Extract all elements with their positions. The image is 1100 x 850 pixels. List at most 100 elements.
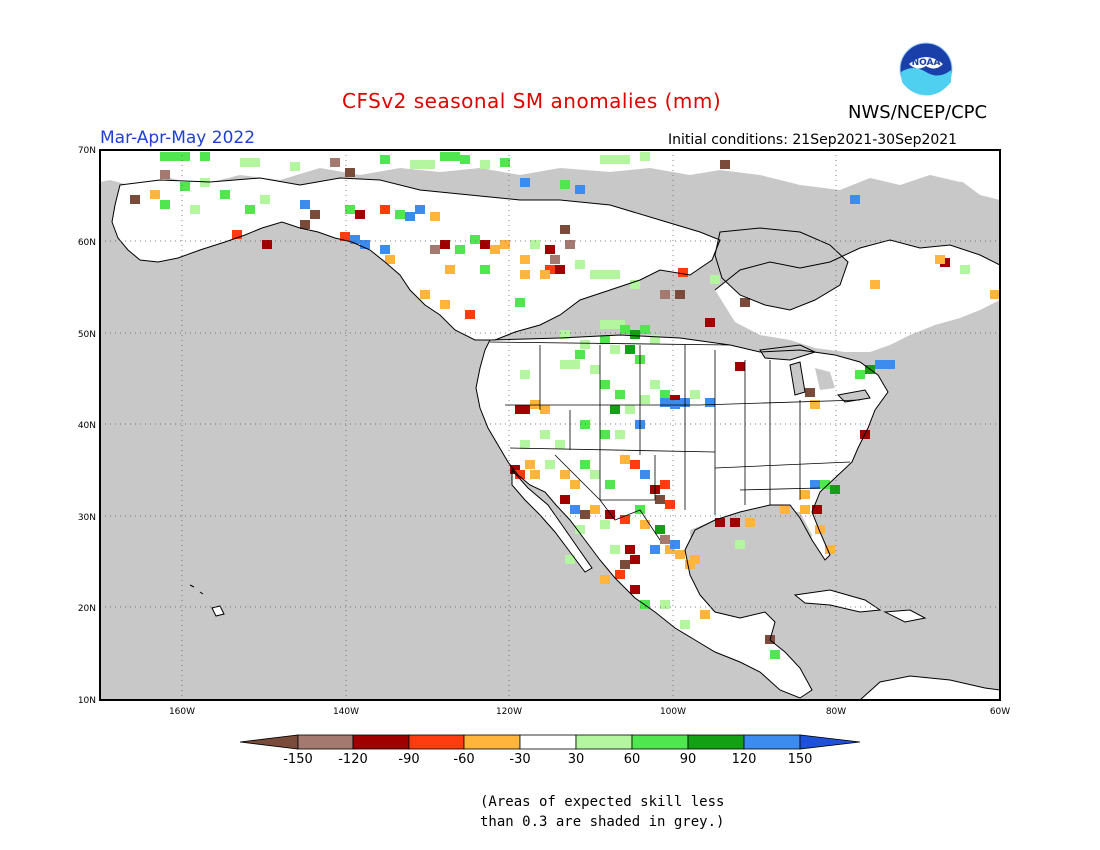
anomaly-cell	[440, 152, 460, 161]
anomaly-cell	[820, 480, 830, 489]
anomaly-cell	[470, 235, 480, 244]
anomaly-cell	[575, 525, 585, 534]
anomaly-cell	[735, 540, 745, 549]
anomaly-cell	[520, 178, 530, 187]
anomaly-cell	[812, 505, 822, 514]
anomaly-cell	[875, 360, 885, 369]
legend-tick: -30	[509, 752, 530, 767]
anomaly-cell	[780, 505, 790, 514]
noaa-logo-icon: NOAA	[899, 42, 953, 96]
anomaly-cell	[430, 212, 440, 221]
anomaly-cell	[620, 560, 630, 569]
legend-swatch	[687, 734, 745, 750]
anomaly-cell	[380, 155, 390, 164]
legend-tick: -60	[453, 752, 474, 767]
anomaly-cell	[440, 300, 450, 309]
anomaly-cell	[705, 398, 715, 407]
anomaly-cell	[490, 245, 500, 254]
anomaly-cell	[515, 470, 525, 479]
anomaly-cell	[500, 240, 510, 249]
anomaly-cell	[990, 290, 1000, 299]
plot-frame	[99, 149, 1001, 701]
longitude-labels: 160W 140W 120W 100W 80W 60W	[169, 707, 1010, 717]
anomaly-cell	[355, 210, 365, 219]
initial-conditions: Initial conditions: 21Sep2021-30Sep2021	[668, 132, 958, 148]
anomaly-cell	[420, 290, 430, 299]
anomaly-cell	[530, 400, 540, 409]
anomaly-cell	[730, 518, 740, 527]
anomaly-cell	[530, 470, 540, 479]
anomaly-cell	[575, 185, 585, 194]
legend-tick: 150	[788, 752, 813, 767]
anomaly-cell	[615, 390, 625, 399]
anomaly-cell	[625, 345, 635, 354]
legend-tick: 90	[680, 752, 697, 767]
anomaly-cell	[620, 325, 630, 334]
anomaly-cell	[660, 390, 670, 399]
lon-label: 140W	[333, 707, 359, 717]
legend-tick-labels: -150 -120 -90 -60 -30 30 60 90 120 150	[283, 752, 812, 767]
anomaly-cell	[620, 455, 630, 464]
anomaly-cells	[130, 152, 1000, 659]
anomaly-cell	[180, 182, 190, 191]
anomaly-cell	[445, 265, 455, 274]
anomaly-cell	[600, 380, 610, 389]
anomaly-cell	[405, 212, 415, 221]
anomaly-cell	[600, 575, 610, 584]
contiguous-us-mexico-land	[476, 335, 888, 698]
anomaly-cell	[575, 350, 585, 359]
anomaly-cell	[735, 362, 745, 371]
anomaly-cell	[685, 560, 695, 569]
greenland-land	[930, 150, 1000, 200]
anomaly-cell	[610, 345, 620, 354]
anomaly-cell	[690, 555, 700, 564]
alaska-canada-land	[112, 178, 720, 340]
legend-swatch	[297, 734, 354, 750]
anomaly-cell	[545, 265, 555, 274]
anomaly-cell	[640, 470, 650, 479]
anomaly-cell	[610, 545, 620, 554]
anomaly-cell	[440, 240, 450, 249]
lon-label: 80W	[826, 707, 846, 717]
anomaly-cell	[715, 518, 725, 527]
legend-swatch	[463, 734, 521, 750]
anomaly-cell	[560, 495, 570, 504]
anomaly-cell	[665, 500, 675, 509]
hudson-bay-water	[715, 228, 848, 310]
anomaly-cell	[480, 160, 490, 169]
anomaly-cell	[670, 395, 680, 404]
anomaly-cell	[232, 230, 242, 239]
anomaly-cell	[340, 232, 350, 241]
lat-label: 10N	[78, 696, 96, 706]
anomaly-cell	[590, 470, 600, 479]
anomaly-cell	[630, 280, 640, 289]
anomaly-cell	[660, 480, 670, 489]
legend-tick: 30	[568, 752, 585, 767]
anomaly-cell	[430, 245, 440, 254]
anomaly-cell	[380, 205, 390, 214]
legend-swatch	[408, 734, 465, 750]
anomaly-cell	[520, 255, 530, 264]
lat-label: 20N	[78, 604, 96, 614]
lon-label: 120W	[496, 707, 522, 717]
anomaly-cell	[660, 600, 670, 609]
lon-label: 160W	[169, 707, 195, 717]
anomaly-cell	[655, 525, 665, 534]
anomaly-cell	[855, 370, 865, 379]
lat-label: 30N	[78, 513, 96, 523]
anomaly-cell	[680, 620, 690, 629]
anomaly-cell	[520, 370, 530, 379]
anomaly-cell	[810, 480, 820, 489]
anomaly-cell	[515, 298, 525, 307]
anomaly-cell	[150, 190, 160, 199]
anomaly-cell	[540, 430, 550, 439]
anomaly-cell	[615, 570, 625, 579]
anomaly-cell	[660, 535, 670, 544]
anomaly-cell	[665, 545, 675, 554]
cuba-land	[795, 590, 880, 612]
anomaly-cell	[240, 158, 260, 167]
anomaly-cell	[850, 195, 860, 204]
anomaly-cell	[510, 465, 520, 474]
anomaly-cell	[705, 318, 715, 327]
